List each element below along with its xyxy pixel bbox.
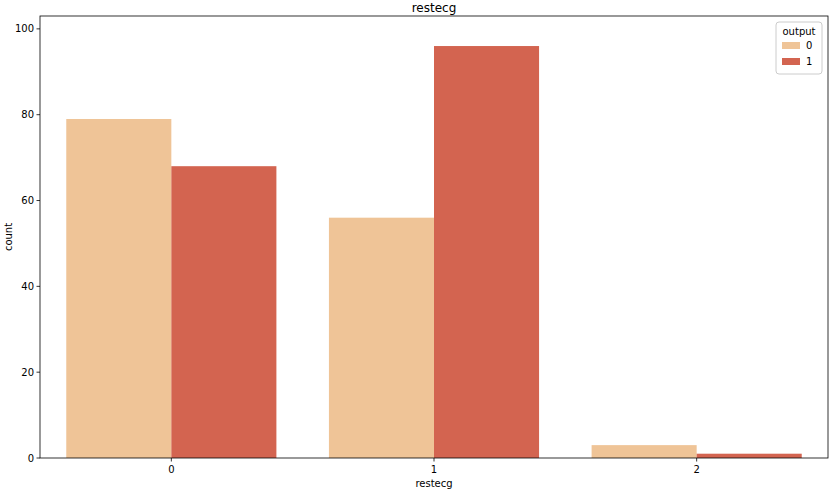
x-tick: [696, 458, 697, 462]
legend-box: [776, 22, 822, 74]
bars: [66, 46, 801, 458]
y-tick-label: 80: [21, 109, 34, 120]
x-tick-label: 0: [168, 464, 174, 475]
x-label: restecg: [415, 478, 452, 489]
y-tick: [37, 28, 41, 29]
x-tick-label: 2: [693, 464, 699, 475]
bar: [434, 46, 539, 458]
legend-label: 1: [806, 56, 812, 67]
y-tick: [37, 372, 41, 373]
bar: [329, 218, 434, 458]
chart: 0 20 40 60 80 100 0 1 2 restecg restecg count output…: [0, 0, 835, 496]
legend-title: output: [783, 26, 816, 37]
x-tick: [171, 458, 172, 462]
y-tick: [37, 200, 41, 201]
y-tick-label: 20: [21, 367, 34, 378]
y-tick: [37, 114, 41, 115]
y-tick-label: 40: [21, 281, 34, 292]
legend-label: 0: [806, 40, 812, 51]
x-tick-label: 1: [431, 464, 437, 475]
y-tick-label: 0: [28, 453, 34, 464]
frame: [40, 16, 828, 458]
y-tick: [37, 286, 41, 287]
bar: [697, 454, 802, 458]
legend: output 0 1: [776, 22, 822, 74]
title: restecg: [412, 1, 457, 15]
bar: [592, 445, 697, 458]
x-tick: [434, 458, 435, 462]
legend-swatch: [782, 58, 800, 65]
y-tick: [37, 458, 41, 459]
y-label: count: [3, 223, 14, 251]
legend-swatch: [782, 42, 800, 49]
y-tick-label: 100: [15, 23, 34, 34]
y-tick-label: 60: [21, 195, 34, 206]
bar: [66, 119, 171, 458]
bar: [171, 166, 276, 458]
